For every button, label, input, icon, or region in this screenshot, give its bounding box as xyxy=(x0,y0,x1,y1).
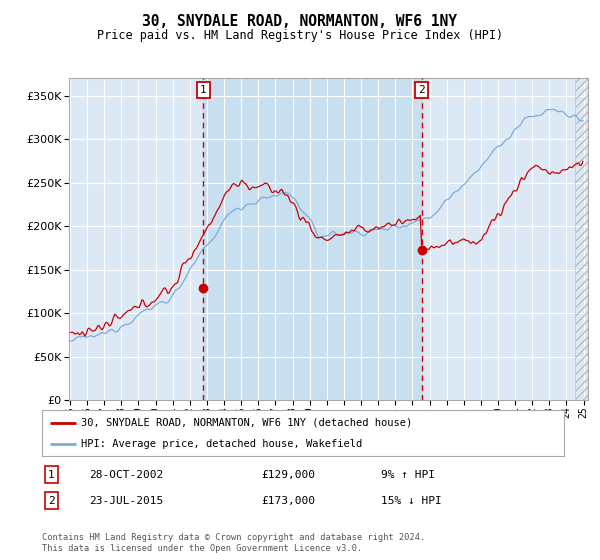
Bar xyxy=(203,78,422,400)
Text: 15% ↓ HPI: 15% ↓ HPI xyxy=(382,496,442,506)
Text: 30, SNYDALE ROAD, NORMANTON, WF6 1NY (detached house): 30, SNYDALE ROAD, NORMANTON, WF6 1NY (de… xyxy=(81,418,412,428)
Text: 1: 1 xyxy=(48,469,55,479)
Text: 23-JUL-2015: 23-JUL-2015 xyxy=(89,496,163,506)
Text: 28-OCT-2002: 28-OCT-2002 xyxy=(89,469,163,479)
Text: Contains HM Land Registry data © Crown copyright and database right 2024.
This d: Contains HM Land Registry data © Crown c… xyxy=(42,533,425,553)
Text: £129,000: £129,000 xyxy=(261,469,315,479)
Text: 2: 2 xyxy=(418,85,425,95)
Text: HPI: Average price, detached house, Wakefield: HPI: Average price, detached house, Wake… xyxy=(81,439,362,449)
Text: 30, SNYDALE ROAD, NORMANTON, WF6 1NY: 30, SNYDALE ROAD, NORMANTON, WF6 1NY xyxy=(143,14,458,29)
Text: £173,000: £173,000 xyxy=(261,496,315,506)
Text: 1: 1 xyxy=(200,85,207,95)
Text: 2: 2 xyxy=(48,496,55,506)
Text: Price paid vs. HM Land Registry's House Price Index (HPI): Price paid vs. HM Land Registry's House … xyxy=(97,29,503,42)
Text: 9% ↑ HPI: 9% ↑ HPI xyxy=(382,469,436,479)
